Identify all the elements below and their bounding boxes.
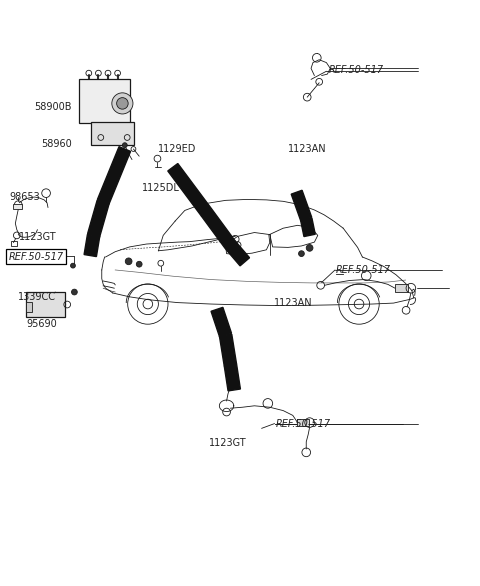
- Circle shape: [112, 93, 133, 114]
- Text: 1123GT: 1123GT: [19, 232, 57, 242]
- Text: REF.50-517: REF.50-517: [329, 65, 384, 75]
- Bar: [11, 241, 17, 246]
- Text: 1129ED: 1129ED: [158, 144, 197, 154]
- Circle shape: [136, 261, 142, 267]
- Polygon shape: [84, 234, 100, 257]
- Text: 1125DL: 1125DL: [142, 183, 180, 193]
- Polygon shape: [97, 146, 131, 204]
- Text: REF.50-517: REF.50-517: [336, 265, 391, 275]
- Polygon shape: [291, 190, 312, 221]
- Bar: [395, 284, 408, 292]
- Circle shape: [125, 258, 132, 265]
- Bar: [26, 302, 32, 312]
- Polygon shape: [202, 209, 235, 248]
- Text: 1123AN: 1123AN: [288, 144, 326, 154]
- Text: 58960: 58960: [41, 139, 72, 149]
- Bar: [297, 419, 309, 427]
- Text: 1123AN: 1123AN: [274, 298, 312, 308]
- Circle shape: [117, 98, 128, 109]
- Circle shape: [72, 289, 77, 295]
- Polygon shape: [88, 200, 109, 237]
- Bar: [79, 79, 130, 122]
- Bar: [91, 122, 134, 145]
- Polygon shape: [300, 218, 315, 237]
- Bar: [13, 204, 22, 209]
- Polygon shape: [224, 364, 240, 391]
- Text: 98653: 98653: [10, 192, 40, 202]
- Polygon shape: [211, 307, 231, 337]
- Circle shape: [71, 263, 75, 268]
- Polygon shape: [168, 163, 211, 216]
- Text: 58900B: 58900B: [35, 102, 72, 112]
- Text: 95690: 95690: [26, 319, 57, 329]
- Text: 1339CC: 1339CC: [18, 292, 56, 302]
- Bar: [26, 292, 65, 317]
- Text: REF.50-517: REF.50-517: [276, 418, 331, 428]
- Circle shape: [299, 251, 304, 257]
- Polygon shape: [226, 241, 250, 266]
- Text: REF.50-517: REF.50-517: [9, 251, 64, 261]
- Polygon shape: [219, 334, 237, 366]
- Circle shape: [306, 244, 313, 251]
- Circle shape: [122, 143, 127, 148]
- Text: 1123GT: 1123GT: [209, 438, 246, 448]
